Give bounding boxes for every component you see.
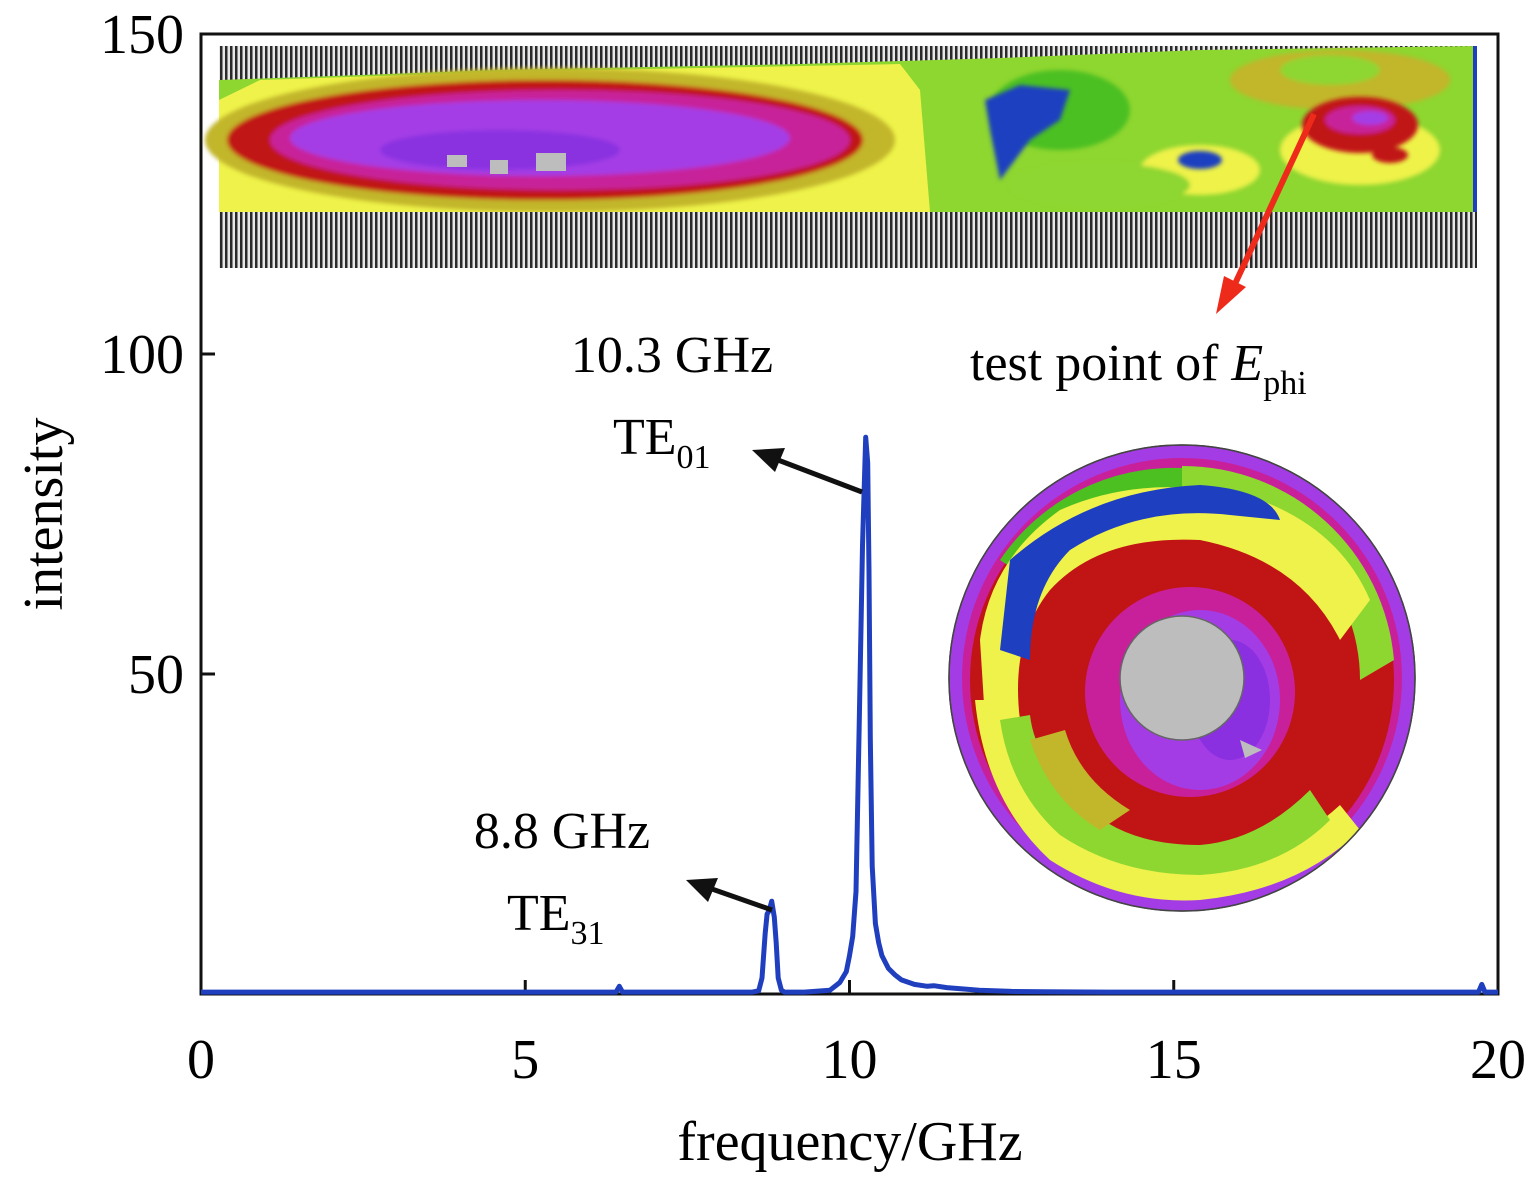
test-point-label: test point of Ephi: [970, 335, 1307, 402]
series-line: [201, 434, 1498, 995]
peak-arrow-te01: [752, 448, 863, 495]
longitudinal-field-map-inset: [205, 46, 1477, 268]
annotation-10-3-ghz: 10.3 GHz: [571, 327, 773, 384]
annotation-te01: TE01: [613, 409, 711, 476]
cross-section-field-map-inset: [948, 444, 1416, 912]
x-tick-label: 10: [822, 1029, 878, 1091]
y-tick-label: 50: [128, 644, 184, 706]
x-tick-label: 15: [1146, 1029, 1202, 1091]
annotation-te31: TE31: [507, 885, 605, 952]
peak-arrow-te31: [686, 878, 773, 913]
tick-labels: 0 5 10 15 20 50 100 150: [100, 4, 1526, 1091]
y-tick-label: 150: [100, 4, 184, 66]
x-tick-label: 20: [1470, 1029, 1526, 1091]
x-tick-label: 5: [511, 1029, 539, 1091]
test-point-arrow: [1216, 112, 1317, 314]
y-axis-title: intensity: [13, 418, 75, 611]
y-tick-label: 100: [100, 324, 184, 386]
annotation-8-8-ghz: 8.8 GHz: [474, 803, 650, 860]
x-axis-title: frequency/GHz: [677, 1111, 1022, 1173]
x-tick-label: 0: [187, 1029, 215, 1091]
